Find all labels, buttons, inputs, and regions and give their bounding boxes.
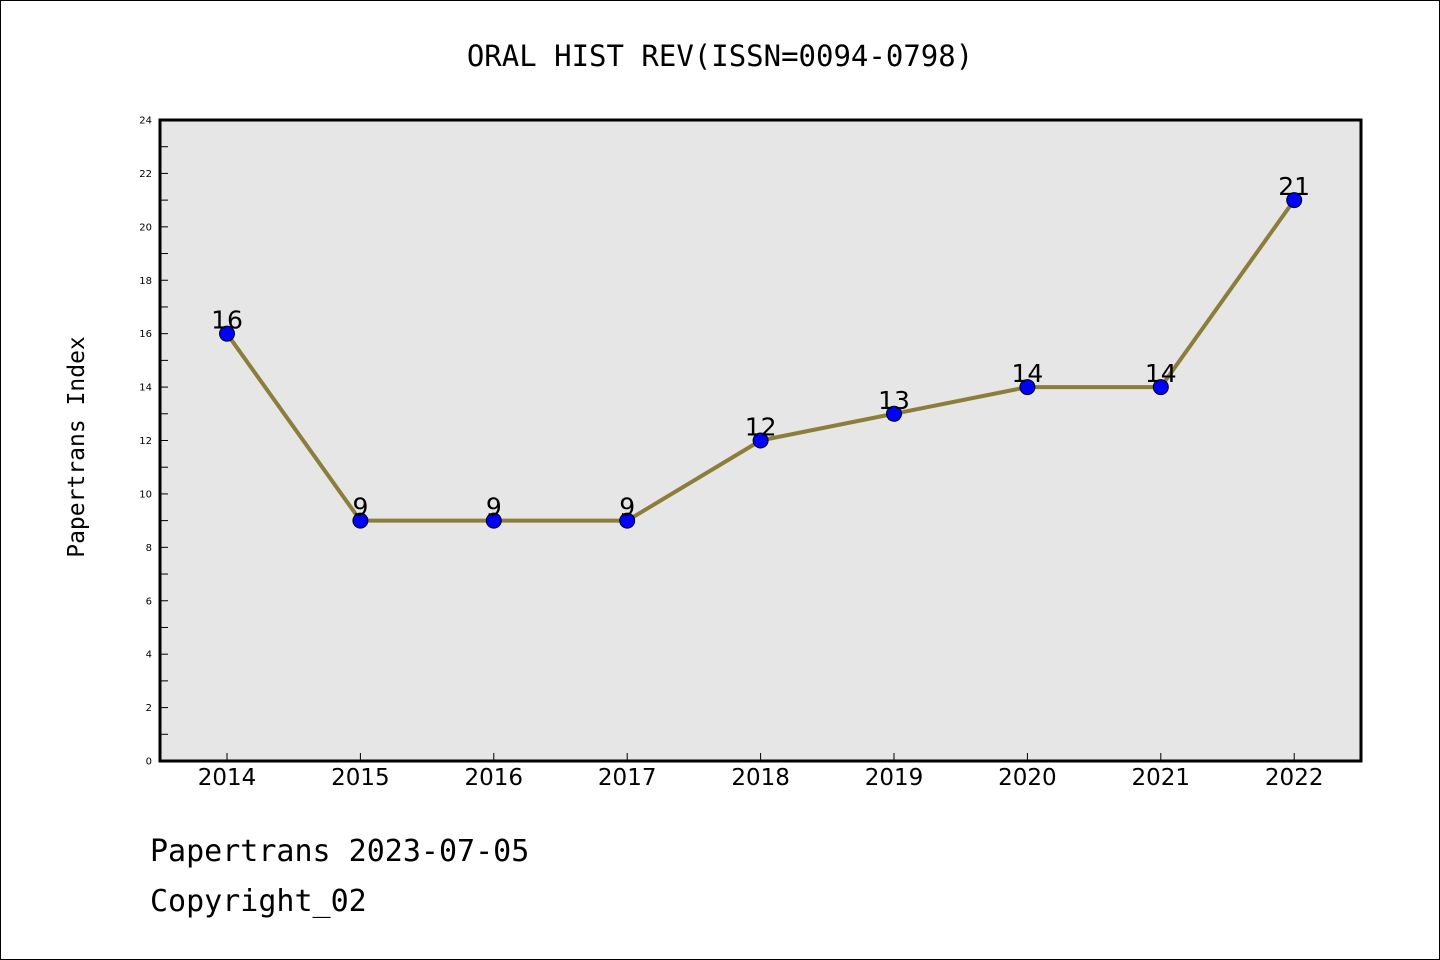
data-labels: 16 9 9 9 12 13 14 14 21 bbox=[211, 172, 1310, 522]
data-point bbox=[886, 405, 902, 422]
data-label: 16 bbox=[211, 306, 243, 335]
data-point bbox=[485, 512, 502, 529]
data-label: 14 bbox=[1011, 359, 1043, 388]
y-tick-label: 20 bbox=[139, 222, 152, 233]
footer-date: Papertrans 2023-07-05 bbox=[150, 834, 530, 869]
data-label: 13 bbox=[878, 386, 910, 415]
data-point bbox=[619, 512, 636, 529]
data-points bbox=[219, 192, 1303, 529]
y-tick-label: 0 bbox=[146, 757, 152, 768]
data-label: 9 bbox=[619, 493, 635, 522]
y-tick-label: 24 bbox=[139, 116, 152, 127]
data-point bbox=[1019, 379, 1036, 396]
data-label: 12 bbox=[745, 413, 777, 442]
y-tick-label: 18 bbox=[139, 276, 152, 287]
y-tick-label: 2 bbox=[146, 703, 152, 714]
y-tick-label: 6 bbox=[146, 596, 152, 607]
x-tick-label: 2016 bbox=[465, 765, 524, 791]
chart-title: ORAL HIST REV(ISSN=0094-0798) bbox=[467, 39, 973, 73]
y-tick-label: 4 bbox=[146, 650, 152, 661]
y-tick-label: 10 bbox=[139, 489, 152, 500]
data-label: 14 bbox=[1145, 359, 1177, 388]
x-tick-label: 2022 bbox=[1265, 765, 1324, 791]
data-label: 9 bbox=[486, 493, 502, 522]
x-tick-label: 2020 bbox=[998, 765, 1057, 791]
y-tick-label: 8 bbox=[146, 543, 152, 554]
x-tick-label: 2021 bbox=[1132, 765, 1191, 791]
data-point bbox=[352, 512, 369, 529]
y-tick-label: 12 bbox=[139, 436, 152, 447]
data-point bbox=[1286, 192, 1303, 209]
data-point bbox=[1152, 379, 1169, 396]
x-tick-label: 2018 bbox=[731, 765, 790, 791]
x-tick-label: 2014 bbox=[198, 765, 257, 791]
data-label: 21 bbox=[1278, 172, 1310, 201]
x-tick-label: 2017 bbox=[598, 765, 657, 791]
data-label: 9 bbox=[352, 493, 368, 522]
data-point bbox=[752, 432, 769, 449]
plot-border bbox=[158, 118, 1363, 763]
footer-copyright: Copyright_02 bbox=[150, 884, 367, 919]
y-tick-label: 16 bbox=[139, 329, 152, 340]
x-tick-label: 2019 bbox=[865, 765, 924, 791]
x-axis: 2014 2015 2016 2017 2018 2019 2020 2021 2022 bbox=[198, 753, 1324, 791]
x-tick-label: 2015 bbox=[331, 765, 390, 791]
y-tick-label: 22 bbox=[139, 169, 152, 180]
y-tick-label: 14 bbox=[139, 383, 152, 394]
y-axis-label: Papertrans Index bbox=[64, 336, 90, 558]
data-point bbox=[219, 325, 235, 342]
